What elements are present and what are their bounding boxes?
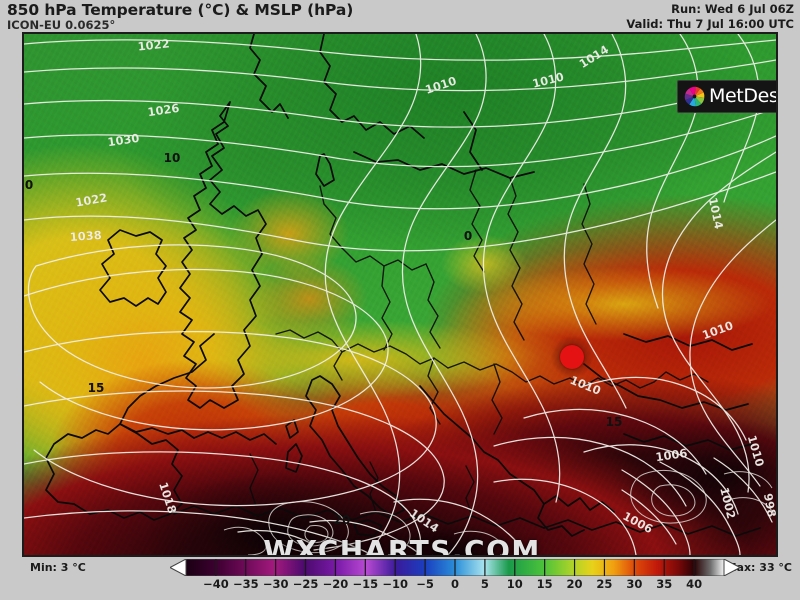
- colorbar-tick-labels: −40 −35 −30 −25 −20 −15 −10 −5 0 5 10 15 20 25 30 35 40: [170, 577, 740, 593]
- metdesk-pinwheel-icon: [683, 85, 706, 108]
- metdesk-logo-text: MetDesk: [709, 85, 776, 107]
- isobar-label: 1006: [655, 446, 689, 464]
- valid-time-label: Valid: Thu 7 Jul 16:00 UTC: [626, 17, 794, 31]
- colorbar-tick-label: −30: [262, 577, 289, 591]
- colorbar-tick-label: −40: [203, 577, 229, 591]
- colorbar-tick-label: 35: [656, 577, 673, 591]
- isobar-label: 1014: [706, 196, 726, 230]
- colorbar-tick-label: 20: [566, 577, 583, 591]
- run-time-label: Run: Wed 6 Jul 06Z: [671, 2, 794, 16]
- colorbar-tick-label: 10: [506, 577, 523, 591]
- temperature-contour-label: 10: [164, 151, 181, 165]
- low-pressure-contour-overlay: [24, 34, 776, 555]
- isobar-label: 1026: [147, 101, 181, 119]
- isobar-label: 1022: [74, 190, 108, 209]
- isobar-overlay: [24, 34, 776, 555]
- colorbar-tick-label: 0: [450, 577, 460, 591]
- colorbar-tick-label: −25: [292, 577, 319, 591]
- isobar-label: 1038: [69, 228, 102, 244]
- colorbar-tick-label: −15: [352, 577, 379, 591]
- isobar-label-layer: 1022 1026 1030 1038 1022 1018 1014 1010 1010 1014…: [24, 34, 776, 555]
- colorbar-tick-label: 25: [596, 577, 613, 591]
- isobar-label: 1030: [107, 131, 141, 149]
- colorbar-tick-label: 15: [536, 577, 553, 591]
- isobar-label: 998: [761, 492, 776, 518]
- colorbar: Min: 3 °C Max: 33 °C −40 −35 −30 −25 −20 −15−…: [0, 557, 800, 600]
- colorbar-tick-label: −20: [322, 577, 349, 591]
- temperature-contour-label: 20: [334, 513, 351, 527]
- temperature-contour-label: 15: [88, 381, 105, 395]
- temperature-contour-label: 0: [25, 178, 33, 192]
- temperature-contour-label: 0: [464, 229, 472, 243]
- chart-header: 850 hPa Temperature (°C) & MSLP (hPa) IC…: [0, 0, 800, 32]
- page-title: 850 hPa Temperature (°C) & MSLP (hPa): [7, 1, 354, 19]
- model-label: ICON-EU 0.0625°: [7, 18, 116, 32]
- colorbar-tick-label: 30: [626, 577, 643, 591]
- temperature-label-layer: 10 0 15 15 0 20: [24, 34, 776, 555]
- weather-map[interactable]: 1022 1026 1030 1038 1022 1018 1014 1010 1010 1014…: [22, 32, 778, 557]
- colorbar-tick-label: 40: [686, 577, 703, 591]
- colorbar-tick-label: −35: [232, 577, 259, 591]
- location-marker-dot: [560, 345, 584, 369]
- temperature-contour-label: 15: [606, 415, 623, 429]
- colorbar-max-label: Max: 33 °C: [725, 561, 792, 574]
- metdesk-logo[interactable]: MetDesk: [677, 80, 776, 113]
- isobar-label: 1022: [137, 36, 170, 53]
- colorbar-tick-label: −10: [382, 577, 409, 591]
- location-marker[interactable]: [551, 336, 593, 378]
- colorbar-tick-label: −5: [416, 577, 434, 591]
- colorbar-tick-label: 5: [480, 577, 489, 591]
- colorbar-min-label: Min: 3 °C: [30, 561, 86, 574]
- colorbar-gradient: [170, 559, 740, 576]
